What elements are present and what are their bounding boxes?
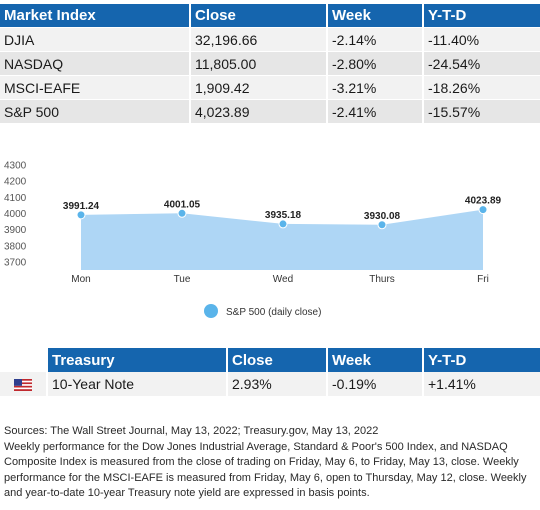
sources-line: Sources: The Wall Street Journal, May 13…	[4, 425, 379, 437]
data-label: 3935.18	[265, 210, 302, 221]
y-tick-label: 3900	[4, 225, 27, 236]
data-point	[478, 205, 488, 215]
data-points	[76, 205, 488, 230]
data-label: 4001.05	[164, 199, 201, 210]
chart-legend: S&P 500 (daily close)	[204, 304, 321, 318]
table-row: DJIA 32,196.66 -2.14% -11.40%	[0, 27, 540, 52]
x-tick-label: Thurs	[369, 274, 395, 285]
legend-swatch-icon	[204, 304, 218, 318]
index-week: -2.41%	[327, 99, 424, 124]
market-index-table: Market Index Close Week Y-T-D DJIA 32,19…	[0, 4, 540, 124]
y-axis: 3700 3800 3900 4000 4100 4200 4300	[4, 161, 27, 269]
treasury-table: Treasury Close Week Y-T-D 10-Year Note 2…	[0, 348, 540, 396]
table-row: S&P 500 4,023.89 -2.41% -15.57%	[0, 99, 540, 124]
header-close: Close	[227, 348, 328, 372]
index-close: 32,196.66	[190, 27, 328, 52]
y-tick-label: 4300	[4, 161, 27, 172]
index-name: S&P 500	[0, 99, 191, 124]
data-point	[278, 219, 288, 229]
treasury-week: -0.19%	[327, 372, 424, 396]
x-axis: Mon Tue Wed Thurs Fri	[71, 274, 489, 285]
x-tick-label: Tue	[174, 274, 191, 285]
index-ytd: -11.40%	[423, 27, 540, 52]
index-close: 11,805.00	[190, 51, 328, 76]
y-tick-label: 4000	[4, 209, 27, 220]
index-close: 1,909.42	[190, 75, 328, 100]
y-tick-label: 3800	[4, 241, 27, 252]
legend-label: S&P 500 (daily close)	[226, 307, 321, 318]
index-ytd: -18.26%	[423, 75, 540, 100]
market-table-header-row: Market Index Close Week Y-T-D	[0, 4, 540, 28]
us-flag-icon	[14, 379, 32, 392]
table-row: NASDAQ 11,805.00 -2.80% -24.54%	[0, 51, 540, 76]
sp500-area	[81, 209, 483, 270]
header-week: Week	[327, 348, 424, 372]
index-week: -2.80%	[327, 51, 424, 76]
data-label: 3991.24	[63, 201, 100, 212]
header-market-index: Market Index	[0, 4, 191, 28]
header-ytd: Y-T-D	[423, 348, 540, 372]
methodology-note: Weekly performance for the Dow Jones Ind…	[4, 440, 527, 500]
flag-cell	[0, 372, 48, 396]
header-week: Week	[327, 4, 424, 28]
index-week: -3.21%	[327, 75, 424, 100]
treasury-ytd: +1.41%	[423, 372, 540, 396]
data-label: 3930.08	[364, 211, 401, 222]
x-tick-label: Fri	[477, 274, 489, 285]
sp500-area-chart: 3700 3800 3900 4000 4100 4200 4300 3991.24 4001…	[4, 161, 502, 318]
treasury-close: 2.93%	[227, 372, 328, 396]
data-labels: 3991.24 4001.05 3935.18 3930.08 4023.89	[63, 196, 502, 222]
treasury-header-row: Treasury Close Week Y-T-D	[0, 348, 540, 372]
header-close: Close	[190, 4, 328, 28]
header-treasury: Treasury	[47, 348, 228, 372]
data-label: 4023.89	[465, 196, 502, 207]
x-tick-label: Wed	[273, 274, 293, 285]
y-tick-label: 3700	[4, 257, 27, 268]
y-tick-label: 4200	[4, 177, 27, 188]
data-point	[377, 220, 387, 230]
index-ytd: -24.54%	[423, 51, 540, 76]
index-close: 4,023.89	[190, 99, 328, 124]
index-name: NASDAQ	[0, 51, 191, 76]
index-ytd: -15.57%	[423, 99, 540, 124]
x-tick-label: Mon	[71, 274, 90, 285]
table-row: 10-Year Note 2.93% -0.19% +1.41%	[0, 372, 540, 396]
y-tick-label: 4100	[4, 193, 27, 204]
treasury-name: 10-Year Note	[47, 372, 228, 396]
source-notes: Sources: The Wall Street Journal, May 13…	[4, 424, 538, 502]
data-point	[76, 210, 86, 220]
header-ytd: Y-T-D	[423, 4, 540, 28]
table-row: MSCI-EAFE 1,909.42 -3.21% -18.26%	[0, 75, 540, 100]
index-name: DJIA	[0, 27, 191, 52]
data-point	[177, 208, 187, 218]
header-flag-blank	[0, 348, 48, 372]
index-name: MSCI-EAFE	[0, 75, 191, 100]
index-week: -2.14%	[327, 27, 424, 52]
